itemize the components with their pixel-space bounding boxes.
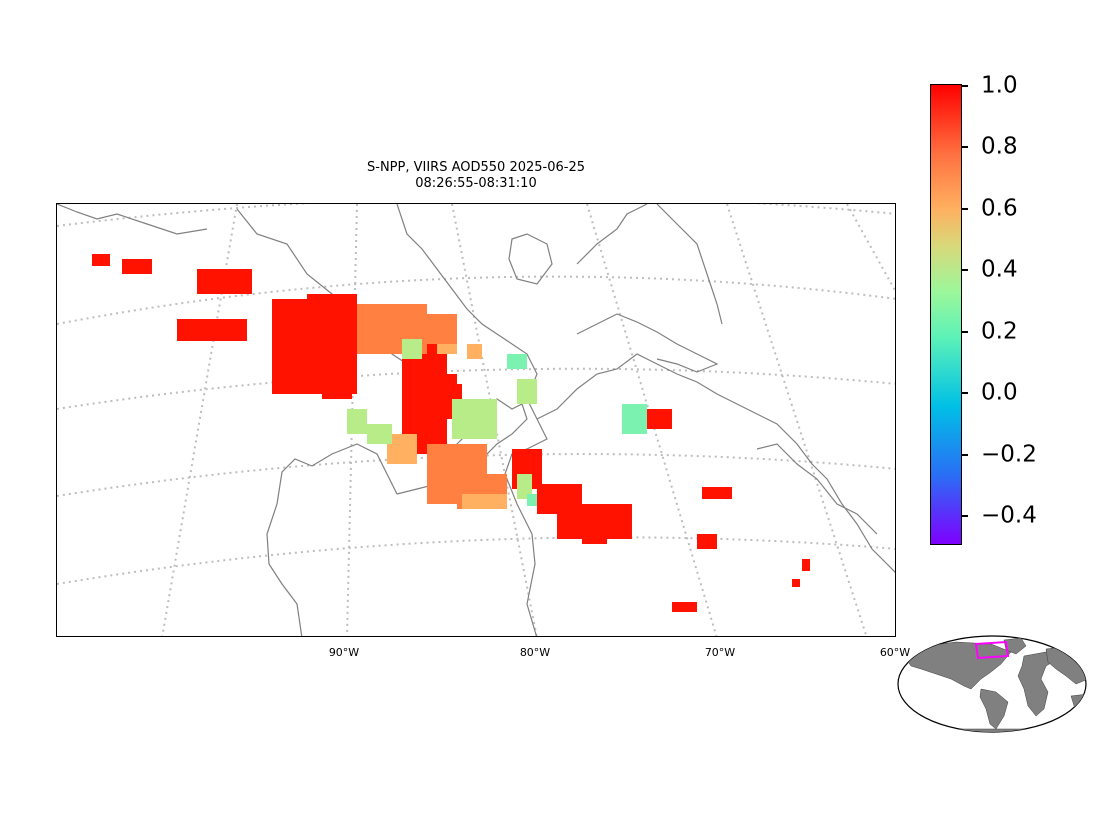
longitude-label-80w: 80°W: [519, 646, 551, 659]
longitude-label-90w: 90°W: [328, 646, 360, 659]
colorbar-label-0-0: 0.0: [981, 379, 1018, 406]
map-title: S-NPP, VIIRS AOD550 2025-06-25 08:26:55-…: [56, 160, 896, 192]
newfoundland: [756, 443, 878, 535]
hudson-bay-south: [266, 443, 398, 636]
hudson-strait-coast: [396, 204, 513, 345]
colorbar-label-1-0: 1.0: [981, 72, 1018, 99]
aod-pixels: [92, 254, 810, 612]
inset-greenland: [1003, 637, 1027, 655]
parallel-line: [57, 275, 895, 325]
title-line-2: 08:26:55-08:31:10: [415, 176, 537, 191]
map-canvas: [57, 204, 895, 636]
inset-north-america: [905, 641, 1012, 690]
northwest-coast: [57, 204, 208, 235]
colorbar-tick: [962, 208, 968, 210]
colorbar-tick: [962, 392, 968, 394]
colorbar-label-0-4: 0.4: [981, 256, 1018, 283]
colorbar-label-0-8: 0.8: [981, 133, 1018, 160]
aod-moderate-cluster: [387, 344, 507, 509]
baffin-island: [576, 204, 648, 265]
meridian-line: [451, 204, 538, 636]
colorbar-label-0-6: 0.6: [981, 195, 1018, 222]
longitude-label-70w: 70°W: [704, 646, 736, 659]
colorbar-tick: [962, 269, 968, 271]
parallel-line: [57, 367, 895, 410]
colorbar-tick: [962, 515, 968, 517]
colorbar-tick: [962, 454, 968, 456]
inset-region-highlight: [974, 640, 1010, 660]
aod-high-cluster: [92, 254, 810, 612]
world-inset-map: [897, 635, 1087, 733]
map-panel: [56, 203, 896, 637]
title-line-1: S-NPP, VIIRS AOD550 2025-06-25: [367, 160, 585, 175]
colorbar-tick: [962, 85, 968, 87]
aod-near-zero-cluster: [507, 354, 647, 506]
colorbar-label-neg-0-4: −0.4: [981, 502, 1037, 529]
colorbar-label-neg-0-2: −0.2: [981, 441, 1037, 468]
southampton-island: [508, 233, 553, 285]
meridian-line: [161, 204, 238, 636]
parallel-line: [57, 453, 895, 497]
inset-australia: [1070, 693, 1086, 715]
longitude-label-60w: 60°W: [879, 646, 911, 659]
meridian-line: [726, 204, 868, 636]
colorbar: [930, 84, 962, 545]
colorbar-tick: [962, 146, 968, 148]
parallel-line: [57, 204, 895, 227]
colorbar-tick: [962, 331, 968, 333]
graticule: [57, 204, 895, 636]
meridian-line: [846, 204, 895, 293]
colorbar-label-0-2: 0.2: [981, 318, 1018, 345]
inset-antarctica: [898, 728, 1086, 732]
parallel-line: [57, 536, 895, 585]
baffin-south-coast: [576, 313, 719, 373]
baffin-east: [656, 204, 723, 325]
labrador-coast: [536, 353, 895, 573]
aod-low-cluster: [347, 339, 537, 499]
